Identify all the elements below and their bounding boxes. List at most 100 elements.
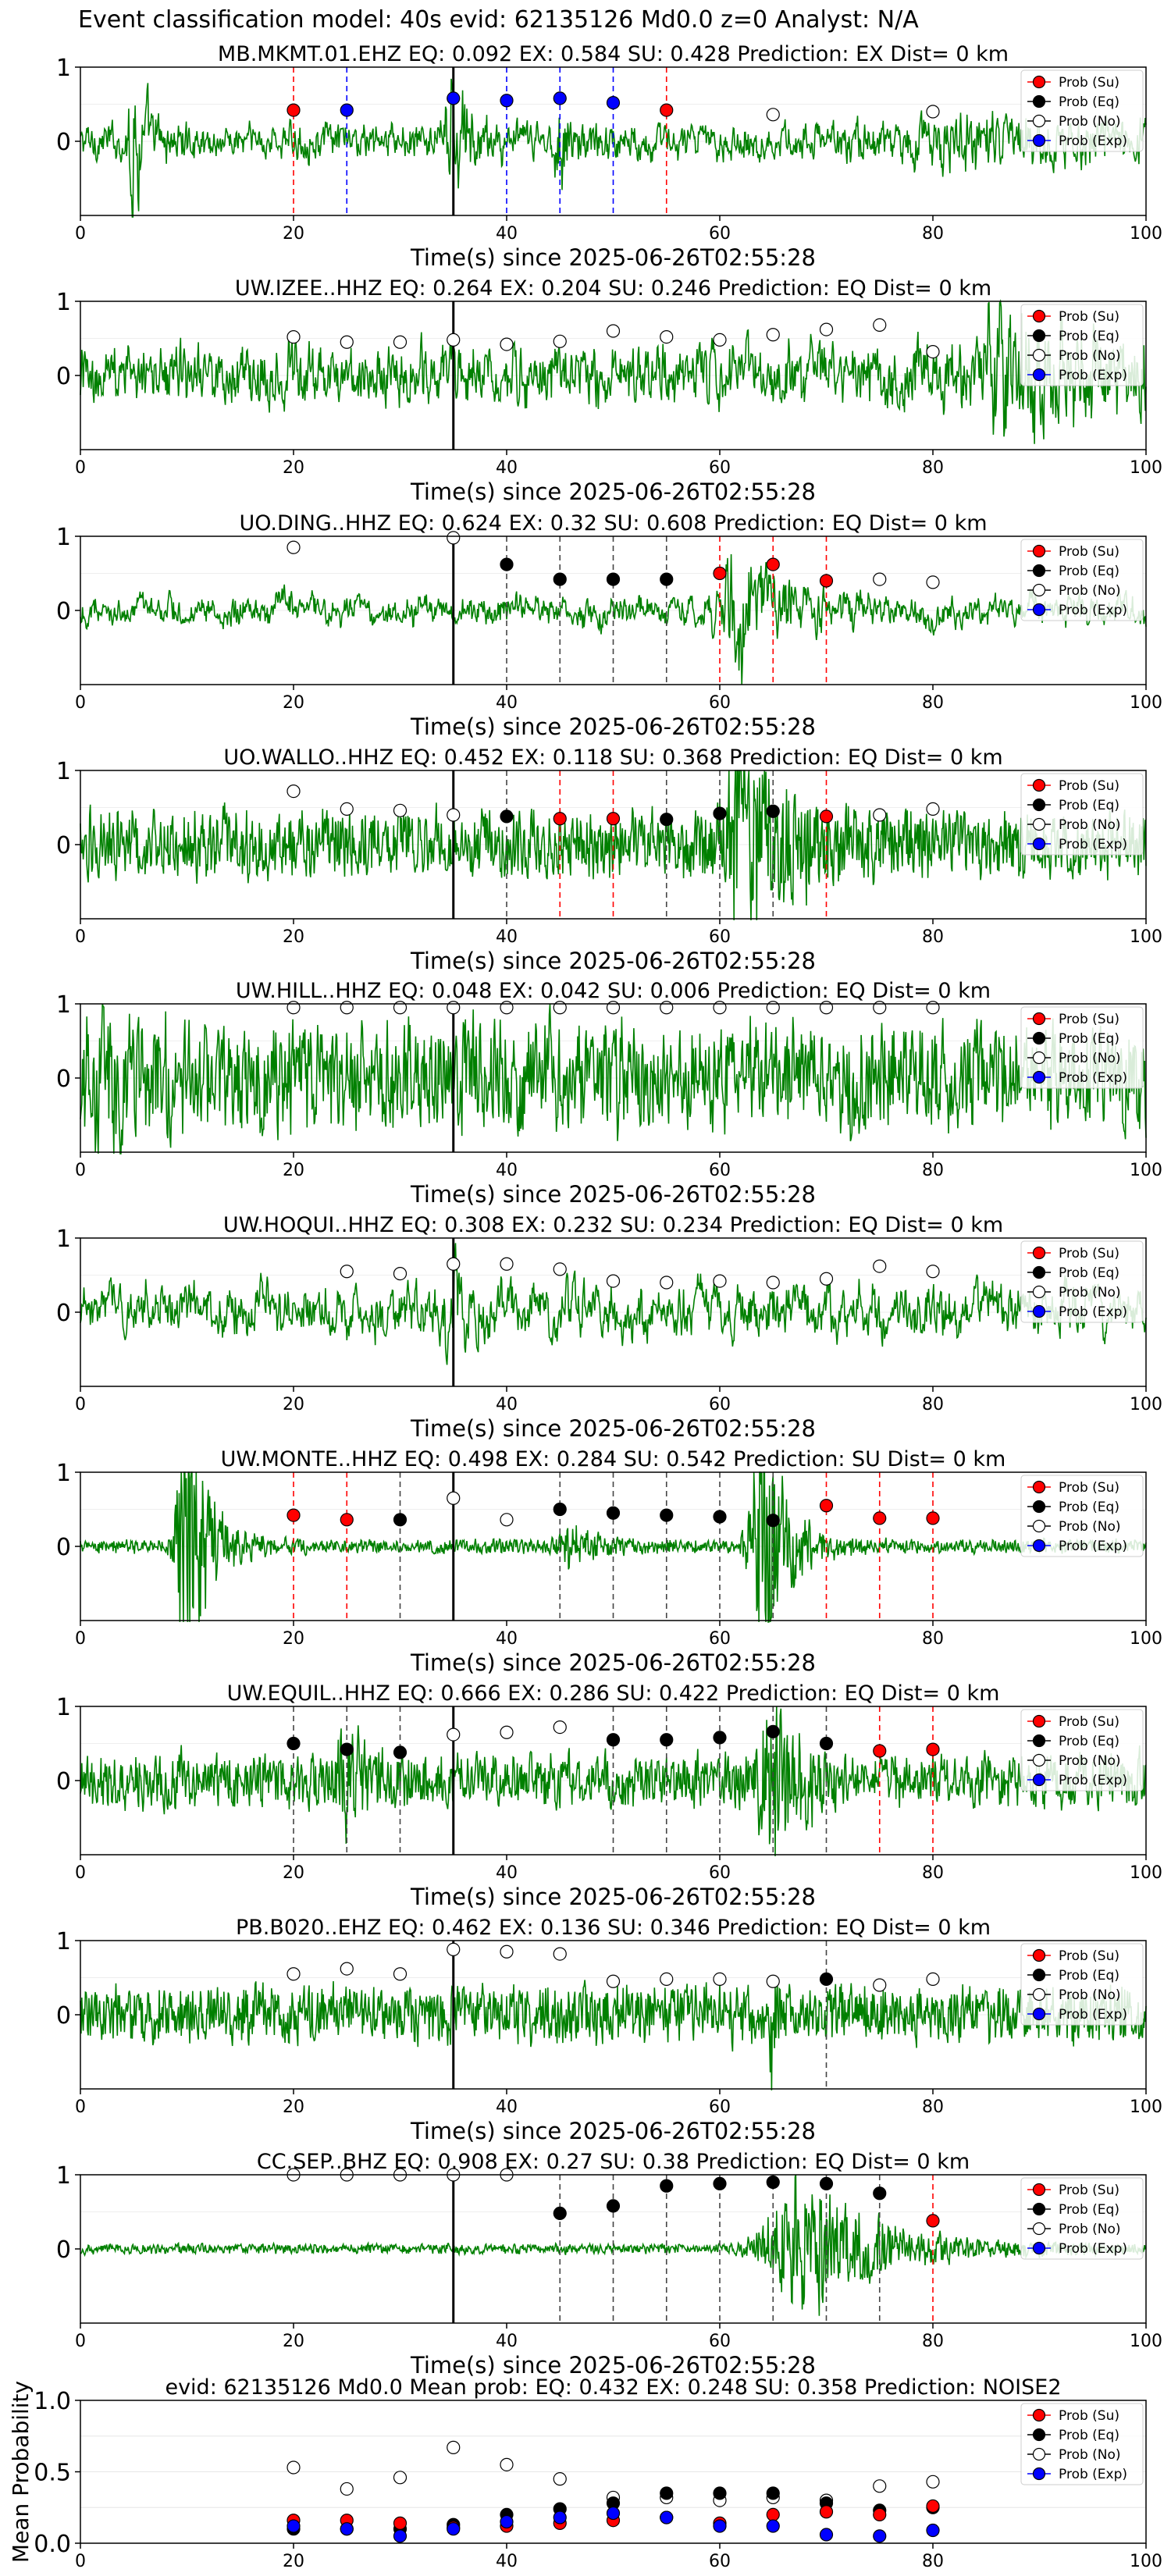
legend-marker-no <box>1032 114 1046 128</box>
y-tick-label: 1.0 <box>34 2388 71 2415</box>
panel-title: PB.B020..EHZ EQ: 0.462 EX: 0.136 SU: 0.3… <box>236 1916 991 1940</box>
legend-label: Prob (Eq) <box>1059 1968 1119 1984</box>
legend-marker-no <box>1032 817 1046 831</box>
legend-box <box>1020 1006 1144 1089</box>
legend-marker-no <box>1032 1285 1046 1299</box>
prob-point-no <box>553 334 567 348</box>
legend: Prob (Su) Prob (Eq) Prob (No) Prob (Exp) <box>1020 1240 1144 1323</box>
prob-point-eq <box>819 1736 834 1751</box>
x-tick-label: 60 <box>709 2552 731 2571</box>
prob-point-no <box>660 1972 674 1986</box>
prob-point-su <box>766 557 780 571</box>
prob-point-eq <box>606 572 621 586</box>
mean-point-eq <box>766 2486 780 2500</box>
x-tick-label: 40 <box>496 224 518 244</box>
legend-marker-eq <box>1032 94 1046 109</box>
prob-point-no <box>926 1265 940 1279</box>
prob-point-no <box>660 330 674 344</box>
legend-marker-no <box>1032 2222 1046 2236</box>
legend-marker-no <box>1032 1051 1046 1065</box>
prob-point-no <box>553 1262 567 1276</box>
prob-point-no <box>500 337 514 351</box>
x-axis-label: Time(s) since 2025-06-26T02:55:28 <box>410 713 816 740</box>
prob-point-su <box>713 566 727 581</box>
prob-point-no <box>873 808 887 822</box>
y-tick-label: 0.0 <box>34 2531 71 2558</box>
legend-marker-eq <box>1032 2428 1046 2442</box>
y-tick-label: 0 <box>56 832 71 859</box>
prob-point-su <box>819 574 834 588</box>
prob-point-no <box>926 1972 940 1986</box>
station-panel-1: MB.MKMT.01.EHZ EQ: 0.092 EX: 0.584 SU: 0… <box>56 42 1162 271</box>
legend-marker-eq <box>1032 1500 1046 1514</box>
y-tick-label: 1 <box>56 524 71 551</box>
x-tick-label: 0 <box>75 1395 86 1414</box>
prob-point-eq <box>819 2176 834 2190</box>
waveform-trace <box>80 1243 1147 1365</box>
y-tick-label: 0 <box>56 2236 71 2264</box>
legend-label: Prob (No) <box>1059 1285 1121 1300</box>
mean-point-exp <box>713 2519 727 2533</box>
legend-label: Prob (Su) <box>1059 1714 1119 1730</box>
x-tick-label: 80 <box>922 1161 944 1180</box>
x-tick-label: 60 <box>709 224 731 244</box>
prob-point-su <box>926 1511 940 1525</box>
legend-marker-exp <box>1032 1070 1046 1084</box>
x-tick-label: 40 <box>496 2097 518 2117</box>
prob-point-su <box>287 1508 301 1522</box>
prob-point-no <box>926 345 940 359</box>
legend-label: Prob (Eq) <box>1059 2428 1119 2443</box>
mean-point-no <box>287 2460 301 2475</box>
legend-marker-exp <box>1032 1539 1046 1553</box>
legend-label: Prob (Exp) <box>1059 837 1127 852</box>
panel-title: UO.DING..HHZ EQ: 0.624 EX: 0.32 SU: 0.60… <box>239 511 987 535</box>
prob-point-eq <box>553 1502 567 1517</box>
waveform-trace <box>80 77 1147 218</box>
mean-point-exp <box>819 2528 834 2542</box>
legend: Prob (Su) Prob (Eq) Prob (No) Prob (Exp) <box>1020 1006 1144 1089</box>
prob-point-no <box>713 333 727 347</box>
y-tick-label: 1 <box>56 2162 71 2190</box>
prob-point-no <box>340 1265 354 1279</box>
prob-point-su <box>660 103 674 117</box>
panel-title: UW.IZEE..HHZ EQ: 0.264 EX: 0.204 SU: 0.2… <box>235 276 991 301</box>
x-tick-label: 40 <box>496 458 518 478</box>
legend-marker-su <box>1032 75 1046 89</box>
legend-marker-su <box>1032 2183 1046 2197</box>
legend-label: Prob (Exp) <box>1059 133 1127 149</box>
x-axis-label: Time(s) since 2025-06-26T02:55:28 <box>410 479 816 505</box>
x-tick-label: 60 <box>709 458 731 478</box>
prob-point-no <box>660 1001 674 1015</box>
legend: Prob (Su) Prob (Eq) Prob (No) Prob (Exp) <box>1020 2177 1144 2260</box>
x-tick-label: 80 <box>922 693 944 713</box>
prob-point-eq <box>660 1508 674 1522</box>
legend-label: Prob (Exp) <box>1059 603 1127 618</box>
legend-box <box>1020 304 1144 386</box>
prob-point-eq <box>287 1736 301 1751</box>
x-tick-label: 80 <box>922 458 944 478</box>
legend-label: Prob (Su) <box>1059 1480 1119 1496</box>
mean-point-su <box>873 2507 887 2521</box>
x-tick-label: 20 <box>283 224 304 244</box>
x-tick-label: 40 <box>496 693 518 713</box>
y-tick-label: 0 <box>56 363 71 390</box>
prob-point-su <box>819 1499 834 1513</box>
legend-marker-exp <box>1032 1773 1046 1787</box>
panel-title: UW.HILL..HHZ EQ: 0.048 EX: 0.042 SU: 0.0… <box>236 979 991 1003</box>
legend-label: Prob (Su) <box>1059 778 1119 794</box>
legend-label: Prob (Su) <box>1059 309 1119 325</box>
prob-point-no <box>873 1259 887 1273</box>
mean-point-exp <box>340 2522 354 2536</box>
waveform-trace <box>80 299 1147 444</box>
prob-point-eq <box>393 1745 408 1759</box>
x-tick-label: 100 <box>1130 1161 1162 1180</box>
legend-label: Prob (Eq) <box>1059 798 1119 813</box>
y-tick-label: 0 <box>56 1066 71 1093</box>
legend-label: Prob (Su) <box>1059 2408 1119 2424</box>
y-tick-label: 1 <box>56 758 71 785</box>
legend-box <box>1020 69 1144 152</box>
panel-title: UW.EQUIL..HHZ EQ: 0.666 EX: 0.286 SU: 0.… <box>227 1681 1000 1706</box>
legend-label: Prob (Exp) <box>1059 368 1127 383</box>
prob-point-su <box>926 1742 940 1756</box>
legend: Prob (Su) Prob (Eq) Prob (No) Prob (Exp) <box>1020 1943 1144 2026</box>
